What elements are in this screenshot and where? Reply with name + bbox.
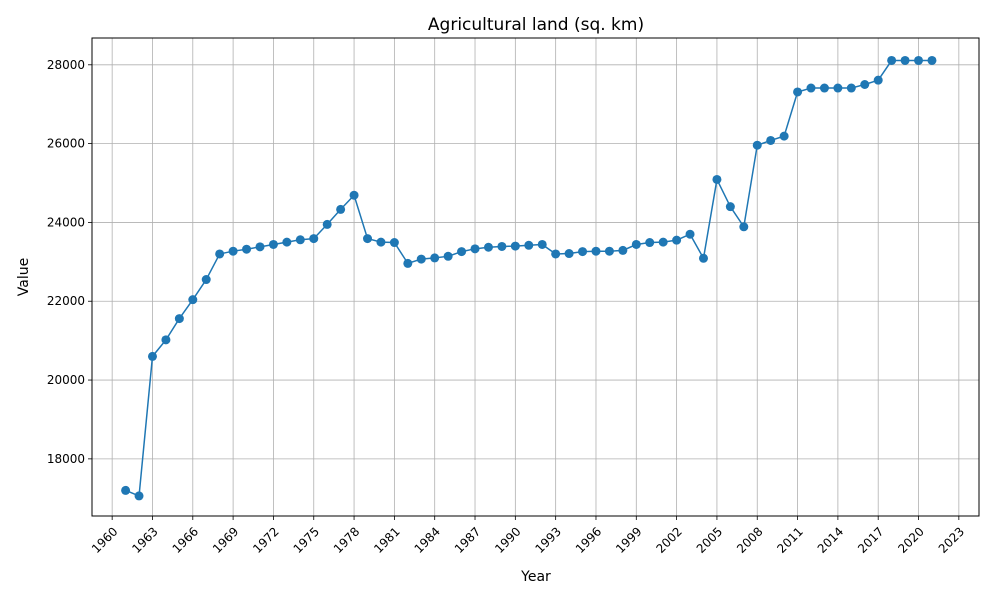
data-point <box>739 222 749 232</box>
data-point <box>161 335 171 345</box>
y-tick-label: 20000 <box>47 373 85 387</box>
data-point <box>457 247 467 257</box>
data-point <box>631 239 641 249</box>
data-point <box>309 234 319 244</box>
data-point <box>712 174 722 184</box>
data-point <box>766 135 776 145</box>
data-point <box>524 240 534 250</box>
data-point <box>443 251 453 261</box>
plot-area <box>91 37 980 517</box>
data-point <box>806 83 816 93</box>
data-point <box>255 242 265 252</box>
data-point <box>779 131 789 141</box>
data-point <box>819 83 829 93</box>
data-point <box>752 140 762 150</box>
y-tick-label: 26000 <box>47 137 85 151</box>
data-point <box>188 295 198 305</box>
data-point <box>215 249 225 259</box>
data-point <box>336 204 346 214</box>
data-point <box>510 241 520 251</box>
data-point <box>389 238 399 248</box>
data-point <box>282 237 292 247</box>
data-point <box>887 55 897 65</box>
data-point <box>242 244 252 254</box>
plot-frame <box>91 37 980 517</box>
data-point <box>537 239 547 249</box>
data-point <box>551 249 561 259</box>
data-point <box>322 219 332 229</box>
data-point <box>873 75 883 85</box>
series-layer <box>121 55 937 501</box>
data-point <box>645 238 655 248</box>
data-point <box>725 202 735 212</box>
data-point <box>860 80 870 89</box>
data-point <box>927 55 937 65</box>
data-point <box>833 83 843 93</box>
data-point <box>295 235 305 245</box>
data-point <box>376 237 386 247</box>
data-point <box>578 247 588 257</box>
data-point <box>497 241 507 251</box>
y-tick-label: 18000 <box>47 452 85 466</box>
chart-title: Agricultural land (sq. km) <box>428 15 644 35</box>
data-point <box>430 253 440 263</box>
data-point <box>793 87 803 97</box>
data-point <box>618 245 628 255</box>
data-point <box>591 246 601 256</box>
data-point <box>147 351 157 361</box>
data-point <box>698 253 708 263</box>
data-point <box>846 83 856 93</box>
data-point <box>900 55 910 65</box>
data-point <box>363 234 373 244</box>
y-axis-label: Value <box>16 258 32 296</box>
data-point <box>672 235 682 245</box>
x-axis-label: Year <box>520 569 551 585</box>
y-axis: 18000 20000 22000 24000 26000 28000 <box>47 58 92 466</box>
data-point <box>658 237 668 247</box>
data-point <box>470 244 480 254</box>
y-tick-label: 28000 <box>47 58 85 72</box>
data-point <box>121 485 131 495</box>
data-point <box>604 246 614 256</box>
data-point <box>268 239 278 249</box>
data-point <box>416 254 426 264</box>
y-tick-label: 22000 <box>47 294 85 308</box>
y-tick-label: 24000 <box>47 215 85 229</box>
data-point <box>228 246 238 256</box>
data-point <box>483 242 493 252</box>
data-point <box>201 275 211 285</box>
data-point <box>403 258 413 268</box>
data-point <box>134 491 144 501</box>
data-point <box>564 249 574 259</box>
data-point <box>349 190 359 200</box>
data-point <box>914 55 924 65</box>
data-point <box>174 314 184 324</box>
data-point <box>685 229 695 239</box>
grid-layer <box>92 38 979 516</box>
